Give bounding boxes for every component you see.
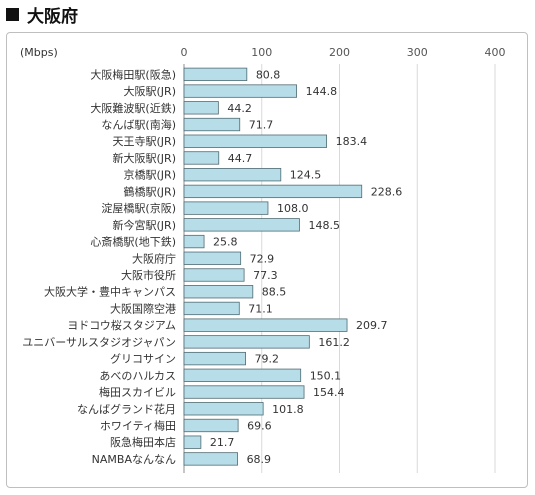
category-label: 大阪国際空港 [110,301,176,315]
category-label: 淀屋橋駅(京阪) [101,201,176,215]
value-label: 21.7 [210,436,235,449]
value-label: 154.4 [313,386,345,399]
value-label: 44.7 [228,152,253,165]
category-label: 新大阪駅(JR) [113,151,176,165]
bar [183,385,305,399]
x-tick-label: 300 [407,46,428,59]
page-heading: 大阪府 [6,3,78,27]
bar [183,117,241,132]
bar [183,368,302,382]
value-label: 88.5 [262,286,287,299]
x-axis-ticks: 0 100 200 300 400 [181,46,506,59]
x-tick-label: 400 [485,46,506,59]
category-label: 京橋駅(JR) [124,168,176,182]
value-label: 69.6 [247,419,272,432]
bars [183,67,363,466]
x-tick-label: 0 [181,46,188,59]
bar [183,435,202,449]
value-label: 124.5 [290,169,322,182]
category-labels: 大阪梅田駅(阪急) 大阪駅(JR) 大阪難波駅(近鉄) なんば駅(南海) 天王寺駅(JR… [22,67,176,466]
bar [183,201,269,215]
bar [183,234,205,249]
category-label: ホワイティ梅田 [100,418,176,432]
bar [183,301,240,316]
value-label: 161.2 [318,336,350,349]
value-label: 183.4 [336,135,368,148]
bar [183,418,239,433]
category-label: ヨドコウ桜スタジアム [67,318,176,332]
value-label: 228.6 [371,185,403,198]
value-label: 108.0 [277,202,309,215]
category-label: 鶴橋駅(JR) [124,184,176,198]
value-label: 148.5 [308,219,340,232]
value-label: 77.3 [253,269,278,282]
value-label: 209.7 [356,319,388,332]
category-label: 大阪駅(JR) [124,84,176,98]
category-label: 大阪市役所 [121,268,176,282]
bar [183,285,254,299]
category-label: 天王寺駅(JR) [113,135,176,148]
bar [183,101,219,115]
heading-title: 大阪府 [27,6,78,27]
bar [183,134,327,148]
value-label: 71.1 [248,302,273,315]
chart-frame [6,32,528,488]
bar [183,151,220,165]
value-label: 71.7 [249,119,274,132]
category-label: 梅田スカイビル [99,385,176,399]
category-label: NAMBAなんなん [92,453,176,466]
bar [183,335,310,349]
bar [183,268,245,282]
category-label: なんば駅(南海) [101,118,176,132]
bar [183,184,363,199]
category-label: 大阪難波駅(近鉄) [90,101,176,115]
value-label: 72.9 [250,252,275,265]
bar [183,402,264,416]
value-label: 44.2 [227,102,252,115]
value-labels: 80.8 144.8 44.2 71.7 183.4 44.7 124.5 228.6 108.… [210,68,402,466]
heading-square-icon [6,7,19,21]
category-label: グリコサイン [110,352,176,366]
value-label: 25.8 [213,236,238,249]
x-tick-label: 200 [329,46,350,59]
category-label: 大阪大学・豊中キャンパス [44,285,176,299]
category-label: 新今宮駅(JR) [113,218,176,232]
unit-label: (Mbps) [20,46,58,59]
x-tick-label: 100 [251,46,272,59]
bar [183,251,242,265]
value-label: 80.8 [256,68,281,81]
category-label: 大阪梅田駅(阪急) [90,67,176,81]
value-label: 79.2 [255,353,280,366]
value-label: 101.8 [272,403,304,416]
bar [183,67,248,82]
category-label: 心斎橋駅(地下鉄) [90,235,176,249]
bar [183,351,246,366]
category-label: あべのハルカス [99,369,176,382]
category-label: 大阪府庁 [132,251,176,265]
bar [183,168,282,182]
bar [183,84,297,98]
bar [183,318,348,332]
category-label: ユニバーサルスタジオジャパン [22,336,176,349]
bar [183,452,238,466]
category-label: 阪急梅田本店 [110,435,176,449]
value-label: 144.8 [306,85,338,98]
bar [183,218,300,232]
value-label: 150.1 [310,369,342,382]
category-label: なんばグランド花月 [77,402,176,416]
value-label: 68.9 [247,453,272,466]
